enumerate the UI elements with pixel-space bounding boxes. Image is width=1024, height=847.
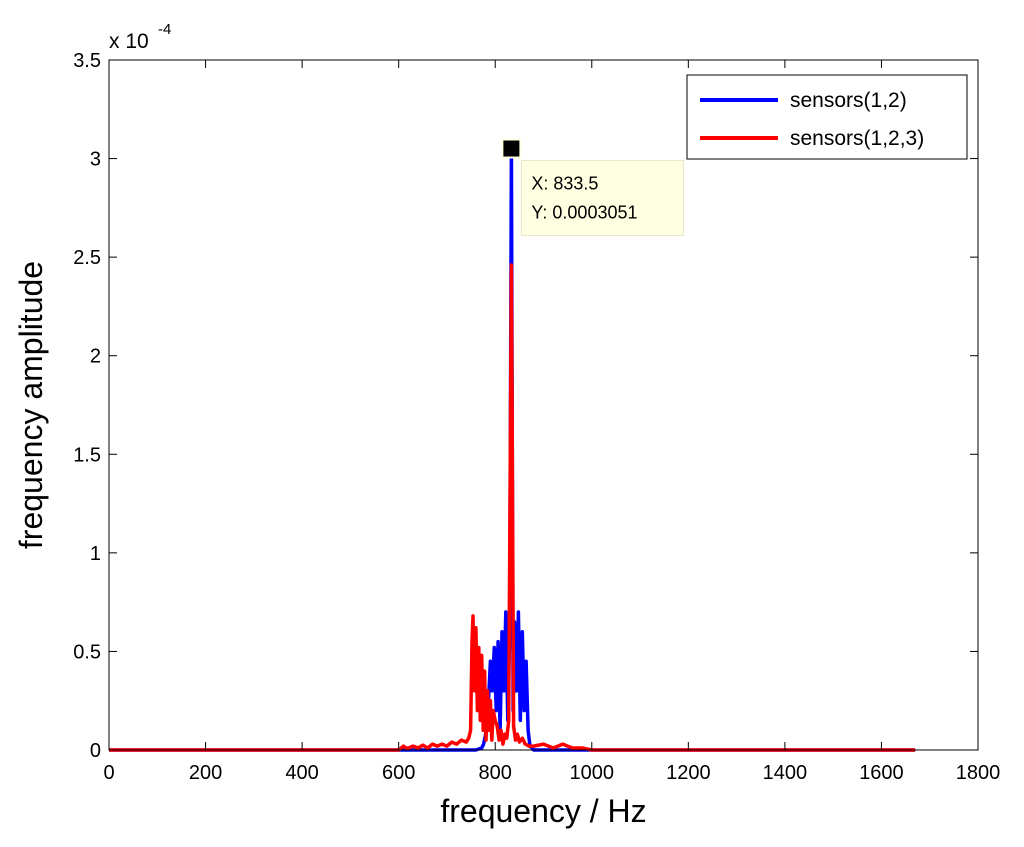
y-tick-label: 0.5 [73, 641, 101, 663]
axes-layer: 0 200 400 600 800 1000 1200 1400 1600 1800 0 0.5 1 1.… [73, 50, 1000, 784]
x-axis-title: frequency / Hz [440, 793, 646, 829]
x-tick-label: 1400 [763, 762, 808, 784]
x-tick-label: 1800 [956, 762, 1001, 784]
series-line-sensors-1-2-3 [109, 263, 916, 752]
x-tick-label: 1600 [859, 762, 904, 784]
y-scale-exponent: -4 [158, 21, 171, 38]
legend-label-sensors-1-2: sensors(1,2) [790, 89, 907, 112]
datatip-box [520, 160, 684, 237]
y-tick-label: 3.5 [73, 50, 101, 72]
y-tick-label: 1 [90, 543, 101, 565]
datatip[interactable]: X: 833.5 Y: 0.0003051 [501, 138, 684, 237]
datatip-y-label: Y: 0.0003051 [531, 203, 637, 223]
y-scale-prefix: x 10 [109, 30, 149, 53]
x-tick-label: 800 [479, 762, 512, 784]
legend-label-sensors-1-2-3: sensors(1,2,3) [790, 127, 924, 150]
y-axis-title: frequency amplitude [13, 261, 49, 549]
x-tick-label: 0 [103, 762, 114, 784]
x-tick-label: 1200 [666, 762, 711, 784]
x-tick-label: 600 [382, 762, 415, 784]
legend-box [686, 74, 968, 160]
y-tick-label: 2.5 [73, 247, 101, 269]
legend: sensors(1,2) sensors(1,2,3) [686, 74, 968, 160]
datatip-x-label: X: 833.5 [531, 174, 598, 194]
y-tick-label: 3 [90, 149, 101, 171]
x-tick-label: 400 [285, 762, 318, 784]
y-tick-label: 2 [90, 346, 101, 368]
x-tick-label: 200 [189, 762, 222, 784]
datatip-marker[interactable] [501, 138, 522, 159]
x-tick-label: 1000 [570, 762, 615, 784]
axes-box [108, 59, 979, 751]
y-tick-label: 0 [90, 740, 101, 762]
y-tick-label: 1.5 [73, 444, 101, 466]
